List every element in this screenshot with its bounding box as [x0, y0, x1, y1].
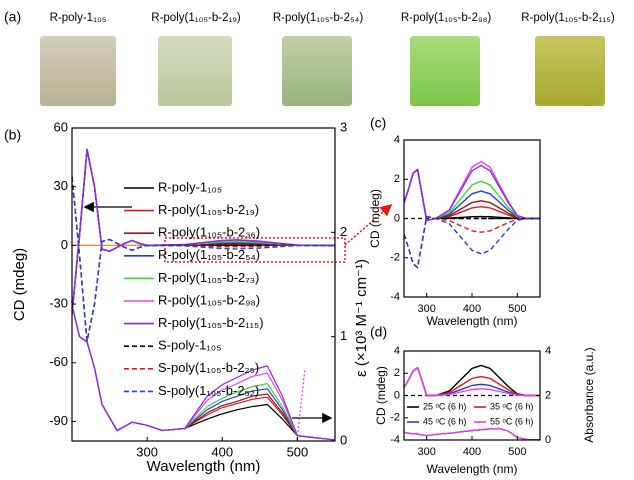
legend-label: S-poly(1₁₀₅-b-2₅₂) — [158, 383, 259, 398]
y2-axis-label: Absorbance (a.u.) — [582, 347, 596, 442]
plot-area — [404, 160, 540, 269]
cd-line — [404, 168, 540, 222]
x-tick-label: 400 — [463, 446, 481, 458]
cd-line — [404, 215, 540, 269]
y-tick-label: 0 — [394, 212, 400, 224]
y2-tick-label: 4 — [545, 345, 551, 357]
legend-label: R-poly(1₁₀₅-b-2₅₄) — [158, 247, 260, 262]
legend-label: R-poly(1₁₀₅-b-2₁₉) — [158, 202, 259, 217]
cd-line — [404, 215, 540, 269]
y-tick-label: 4 — [394, 134, 400, 146]
y-axis-label: CD (mdeg) — [368, 189, 382, 248]
x-tick-label: 500 — [287, 444, 309, 459]
y-axis-label: CD (mdeg) — [11, 248, 28, 321]
panel-label: (a) — [4, 9, 21, 25]
y-tick-label: -30 — [49, 296, 68, 311]
cd-line — [404, 164, 540, 222]
y-axis-label: CD (mdeg) — [374, 366, 388, 425]
photo-caption: R-poly(1₁₀₅-b-2₁₉) — [151, 12, 241, 24]
cd-line — [404, 168, 540, 222]
y2-tick-label: 2 — [545, 389, 551, 401]
x-tick-label: 500 — [508, 446, 526, 458]
panel-label: (d) — [370, 324, 387, 340]
y2-tick-label: 2 — [340, 224, 347, 239]
x-axis-label: Wavelength (nm) — [427, 314, 518, 328]
cd-line — [72, 148, 335, 314]
y-tick-label: -60 — [49, 354, 68, 369]
y2-tick-label: 1 — [340, 328, 347, 343]
vial-photo — [410, 36, 480, 106]
panel-label: (b) — [4, 127, 21, 143]
x-tick-label: 400 — [463, 303, 481, 315]
x-tick-label: 400 — [211, 444, 233, 459]
y-tick-label: 30 — [54, 178, 68, 193]
photo-caption: R-poly(1₁₀₅-b-2₅₄) — [273, 12, 364, 24]
legend-label: S-poly(1₁₀₅-b-2₂₅) — [158, 360, 259, 375]
plot-area — [72, 148, 335, 441]
y-tick-label: -4 — [390, 291, 400, 303]
x-axis-label: Wavelength (nm) — [147, 458, 261, 475]
legend-label: 35 ᵒC (6 h) — [490, 401, 533, 411]
y-tick-label: 2 — [394, 173, 400, 185]
y-tick-label: -90 — [49, 413, 68, 428]
cd-line — [72, 176, 335, 342]
y2-tick-label: 0 — [545, 434, 551, 446]
cd-line — [404, 168, 540, 222]
y-tick-label: -4 — [390, 434, 400, 446]
cd-line — [404, 366, 540, 397]
y-tick-label: -2 — [390, 412, 400, 424]
legend-label: 25 ᵒC (6 h) — [423, 401, 466, 411]
cd-line — [404, 366, 540, 397]
vial-photo — [282, 36, 352, 106]
legend-label: R-poly(1₁₀₅-b-2₉₈) — [158, 292, 260, 307]
legend-label: R-poly-1₁₀₅ — [158, 179, 222, 194]
plot-area — [404, 364, 540, 440]
legend-label: S-poly-1₁₀₅ — [158, 338, 221, 353]
x-tick-label: 300 — [417, 446, 435, 458]
x-tick-label: 500 — [508, 303, 526, 315]
photos — [40, 36, 605, 106]
zoom-box — [164, 237, 346, 263]
cd-line — [404, 168, 540, 222]
y-tick-label: -2 — [390, 252, 400, 264]
annotations — [83, 201, 393, 441]
zoom-arrow — [344, 204, 393, 246]
x-tick-label: 300 — [136, 444, 158, 459]
x-axis-label: Wavelength (nm) — [427, 462, 518, 476]
vial-photo — [158, 36, 232, 106]
y-tick-label: 60 — [54, 119, 68, 134]
vial-photo — [40, 36, 116, 106]
photo-caption: R-poly(1₁₀₅-b-2₁₁₅) — [521, 12, 615, 24]
absorbance-line — [72, 305, 335, 441]
vial-photo — [535, 36, 605, 106]
legend-label: R-poly(1₁₀₅-b-2₇₃) — [158, 270, 259, 285]
cd-line — [404, 366, 540, 397]
cd-line — [404, 168, 540, 222]
photo-caption: R-poly(1₁₀₅-b-2₉₈) — [401, 12, 492, 24]
legend-label: R-poly(1₁₀₅-b-2₁₁₅) — [158, 315, 264, 330]
y2-tick-label: 3 — [340, 119, 347, 134]
cd-line — [404, 215, 540, 269]
panel-label: (c) — [370, 115, 386, 131]
y2-axis-label: ε (×10³ M⁻¹ cm⁻¹) — [353, 259, 370, 377]
absorbance-line — [404, 427, 540, 440]
y-tick-label: 0 — [394, 389, 400, 401]
photo-caption: R-poly-1₁₀₅ — [50, 12, 107, 24]
y2-tick-label: 0 — [340, 432, 347, 447]
x-tick-label: 300 — [417, 303, 435, 315]
plot-frame — [71, 127, 336, 442]
legend-label: 55 ᵒC (6 h) — [490, 416, 533, 426]
y-tick-label: 0 — [61, 237, 68, 252]
y-tick-label: 4 — [394, 345, 400, 357]
legend-label: R-poly(1₁₀₅-b-2₃₆) — [158, 225, 260, 240]
marker-line — [296, 367, 306, 441]
legend-label: 45 ᵒC (6 h) — [423, 416, 466, 426]
cd-line — [404, 364, 540, 397]
y-tick-label: 2 — [394, 367, 400, 379]
